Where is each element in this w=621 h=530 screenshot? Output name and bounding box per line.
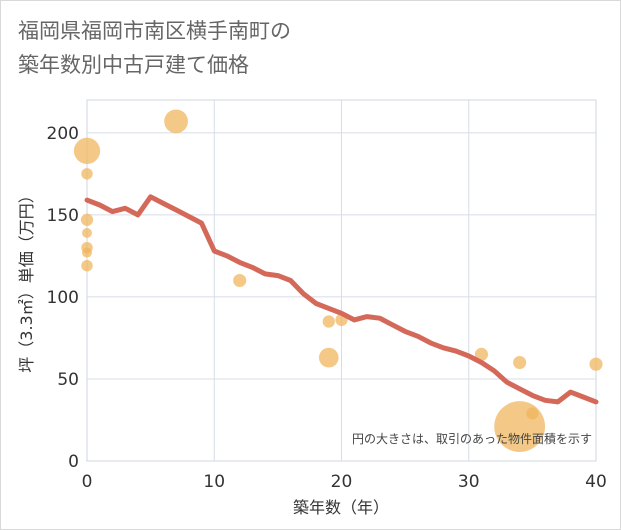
- y-tick-label: 200: [47, 124, 79, 144]
- gridlines: [87, 100, 596, 461]
- x-tick-label: 20: [331, 472, 353, 492]
- x-tick-label: 0: [82, 472, 93, 492]
- y-axis-ticks: 0 50 100 150 200: [47, 124, 79, 472]
- data-bubble: [164, 109, 188, 134]
- size-legend-note: 円の大きさは、取引のあった物件面積を示す: [352, 431, 592, 446]
- data-bubble: [589, 357, 603, 371]
- average-price-line: [84, 194, 599, 405]
- data-bubble: [82, 247, 92, 258]
- data-bubble: [474, 347, 489, 361]
- y-tick-label: 150: [47, 206, 79, 226]
- x-tick-label: 10: [203, 472, 225, 492]
- y-tick-label: 50: [57, 370, 79, 390]
- data-bubble: [318, 347, 339, 368]
- chart-title-line-1: 福岡県福岡市南区横手南町の: [18, 19, 291, 43]
- y-tick-label: 0: [68, 452, 79, 472]
- x-tick-label: 30: [458, 472, 480, 492]
- x-axis-ticks: 0 10 20 30 40: [82, 472, 607, 492]
- y-tick-label: 100: [47, 288, 79, 308]
- y-axis-label: 坪（3.3㎡）単価（万円）: [17, 187, 36, 372]
- average-line-series: [84, 194, 599, 405]
- data-bubble: [81, 259, 93, 272]
- data-bubble: [80, 213, 94, 226]
- data-bubble: [82, 227, 92, 238]
- data-bubble: [322, 315, 335, 328]
- data-bubble: [233, 273, 247, 288]
- data-bubble: [73, 137, 101, 164]
- x-tick-label: 40: [585, 472, 607, 492]
- data-bubble: [513, 355, 527, 370]
- data-bubble: [81, 168, 93, 180]
- bubble-series: [73, 109, 603, 452]
- x-axis-label: 築年数（年）: [293, 498, 389, 517]
- chart-title: 福岡県福岡市南区横手南町の 築年数別中古戸建て価格: [18, 14, 291, 82]
- chart-title-line-2: 築年数別中古戸建て価格: [18, 53, 249, 77]
- data-bubble: [526, 407, 539, 420]
